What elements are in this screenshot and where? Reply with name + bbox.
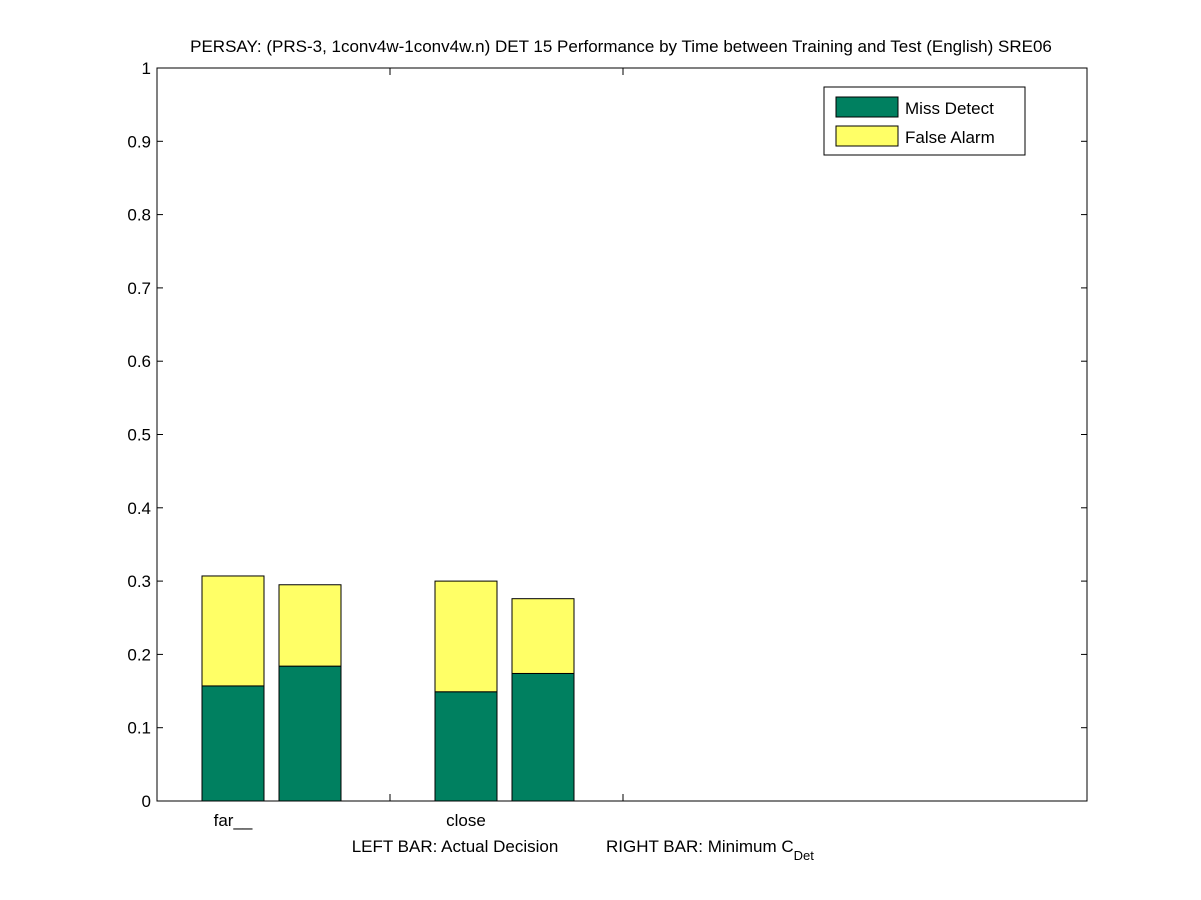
bar-far-minimum-false-alarm	[278, 584, 342, 667]
y-tick-label: 0.7	[127, 279, 151, 298]
y-tick-label: 0.4	[127, 499, 151, 518]
y-tick-label: 1	[142, 59, 151, 78]
legend-label: Miss Detect	[905, 99, 994, 118]
bar-far-minimum-miss-detect	[278, 665, 342, 802]
x-axis-label-right: RIGHT BAR: Minimum CDet	[606, 837, 814, 863]
x-axis-label-right-main: RIGHT BAR: Minimum C	[606, 837, 794, 856]
bars	[201, 575, 575, 802]
y-tick-label: 0.3	[127, 572, 151, 591]
bar-close-minimum-false-alarm	[511, 598, 575, 674]
legend-swatch	[835, 125, 899, 147]
legend: Miss Detect False Alarm	[823, 86, 1026, 156]
x-axis-label-left: LEFT BAR: Actual Decision	[352, 837, 559, 856]
y-tick-label: 0.9	[127, 132, 151, 151]
bar-far-actual-miss-detect	[201, 685, 265, 802]
y-axis: 0 0.1 0.2 0.3 0.4 0.5 0.6 0.7 0.8 0.9 1	[127, 59, 1087, 811]
bar-close-actual-miss-detect	[434, 691, 498, 802]
x-category-label: far__	[214, 811, 253, 830]
y-tick-label: 0.2	[127, 645, 151, 664]
x-axis-label-right-subscript: Det	[794, 848, 815, 863]
legend-swatch	[835, 96, 899, 118]
y-tick-label: 0.5	[127, 426, 151, 445]
bar-far-actual-false-alarm	[201, 575, 265, 687]
x-axis: far__ close	[214, 68, 624, 830]
bar-close-minimum-miss-detect	[511, 672, 575, 802]
y-tick-label: 0.8	[127, 206, 151, 225]
bar-close-actual-false-alarm	[434, 580, 498, 693]
y-tick-label: 0	[142, 792, 151, 811]
y-tick-label: 0.1	[127, 719, 151, 738]
x-category-label: close	[446, 811, 486, 830]
legend-label: False Alarm	[905, 128, 995, 147]
y-tick-label: 0.6	[127, 352, 151, 371]
chart-title: PERSAY: (PRS-3, 1conv4w-1conv4w.n) DET 1…	[190, 37, 1052, 56]
